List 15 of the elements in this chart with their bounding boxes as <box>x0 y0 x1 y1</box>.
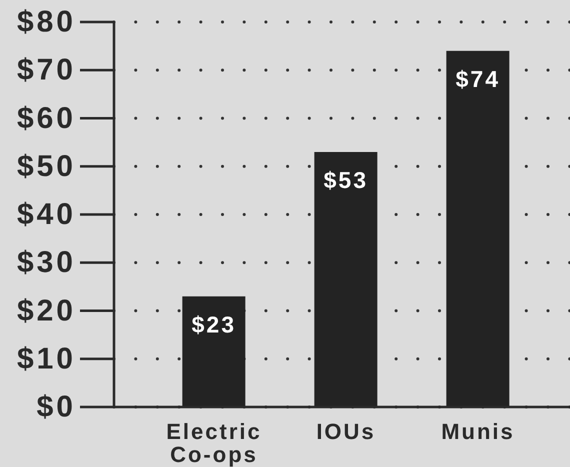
y-tick-label: $30 <box>16 246 76 280</box>
x-tick-label: IOUs <box>316 418 376 444</box>
data-label: $23 <box>192 311 236 338</box>
y-tick-label: $60 <box>16 102 76 135</box>
data-label: $53 <box>324 166 368 193</box>
y-tick-label: $0 <box>36 390 76 424</box>
x-tick-label: Electric Co-ops <box>166 418 262 467</box>
y-tick-label: $40 <box>16 198 76 231</box>
y-tick-label: $50 <box>16 150 76 183</box>
y-tick-label: $10 <box>16 342 76 376</box>
x-tick-label: Munis <box>441 418 515 444</box>
data-label: $74 <box>456 66 500 92</box>
y-tick-label: $70 <box>16 54 76 87</box>
y-tick-label: $20 <box>16 294 76 328</box>
y-tick-label: $80 <box>16 6 76 38</box>
